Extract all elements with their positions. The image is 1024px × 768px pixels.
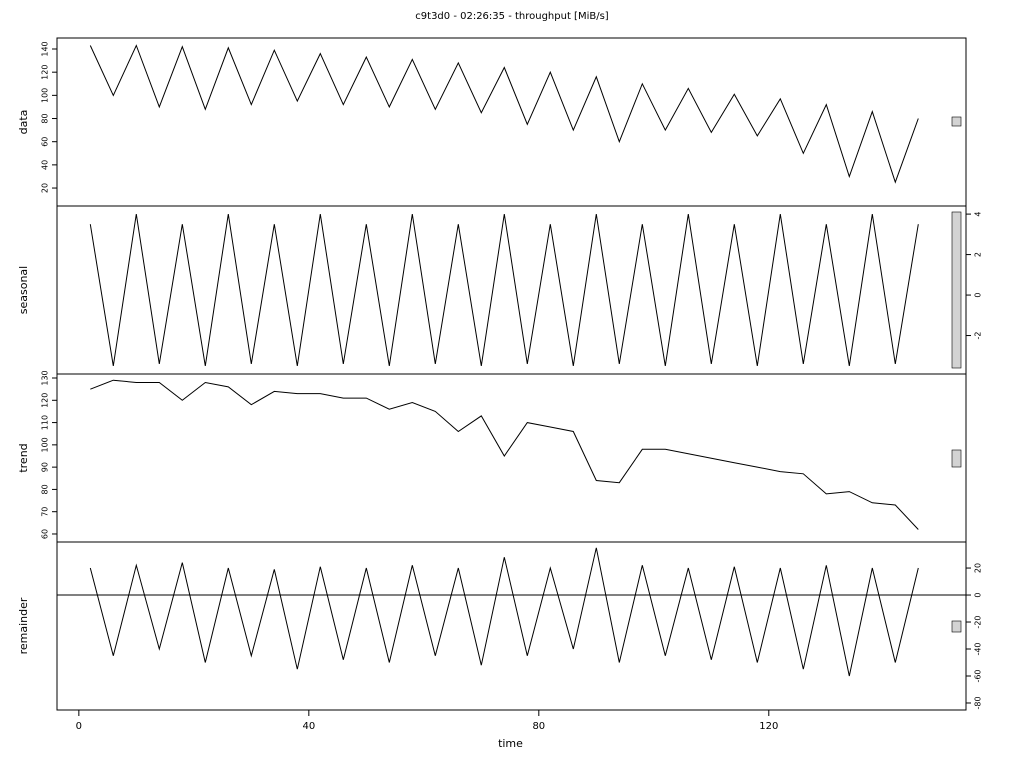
y-tick-label: 4 — [974, 212, 983, 217]
y-tick-label: 80 — [41, 113, 50, 123]
y-tick-label: 130 — [41, 370, 50, 385]
y-tick-label: 60 — [41, 529, 50, 539]
y-tick-label: 80 — [41, 484, 50, 494]
series-line — [90, 379, 919, 530]
y-tick-label: 20 — [41, 183, 50, 193]
y-tick-label: 90 — [41, 462, 50, 472]
panel-frame — [56, 373, 967, 543]
scale-box — [951, 116, 962, 127]
y-tick-label: 40 — [41, 160, 50, 170]
series-line — [89, 44, 919, 184]
y-tick-label: 120 — [41, 393, 50, 408]
y-tick-label: 0 — [974, 293, 983, 298]
x-tick-label: 0 — [76, 721, 82, 732]
x-axis-label: time — [498, 737, 523, 750]
y-axis-label: trend — [17, 443, 30, 472]
y-tick-label: -80 — [974, 696, 983, 709]
x-tick-label: 120 — [759, 721, 778, 732]
x-tick-label: 80 — [532, 721, 545, 732]
y-tick-label: -40 — [974, 642, 983, 655]
y-tick-label: 100 — [41, 437, 50, 452]
chart-title: c9t3d0 - 02:26:35 - throughput [MiB/s] — [415, 11, 609, 22]
y-tick-label: -60 — [974, 669, 983, 682]
y-axis-label: seasonal — [17, 266, 30, 314]
series-line — [89, 547, 919, 677]
scale-box — [951, 620, 962, 633]
y-tick-label: 2 — [974, 252, 983, 257]
series-line — [89, 214, 919, 366]
y-tick-label: 0 — [974, 592, 983, 597]
y-tick-label: 20 — [974, 563, 983, 573]
panel-frame — [56, 37, 967, 207]
y-tick-label: 120 — [41, 65, 50, 80]
y-tick-label: 140 — [41, 41, 50, 56]
y-tick-label: 60 — [41, 137, 50, 147]
scale-box — [951, 449, 962, 468]
y-tick-label: 110 — [41, 415, 50, 430]
y-axis-label: remainder — [17, 597, 30, 654]
y-axis-label: data — [17, 110, 30, 135]
x-tick-label: 40 — [302, 721, 315, 732]
y-tick-label: -20 — [974, 615, 983, 628]
y-tick-label: 70 — [41, 507, 50, 517]
scale-box — [951, 211, 962, 369]
y-tick-label: -2 — [974, 332, 983, 340]
y-tick-label: 100 — [41, 88, 50, 103]
panel-frame — [56, 541, 967, 711]
